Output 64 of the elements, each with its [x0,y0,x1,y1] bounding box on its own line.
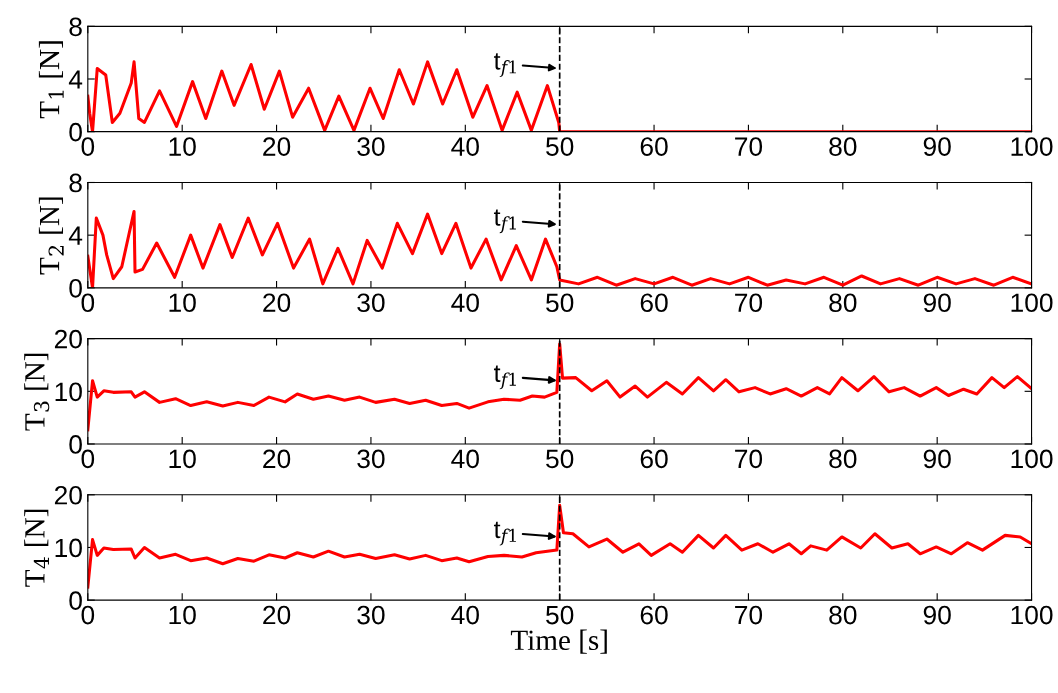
x-tick-label: 20 [263,137,291,156]
x-tick-label: 70 [735,293,763,313]
x-tick-label: 90 [923,605,951,625]
x-tick-label: 30 [357,137,385,156]
x-tick-label: 60 [640,449,668,469]
x-tick-label: 80 [829,449,857,469]
line-series [87,503,1032,589]
y-tick-label: 10 [55,538,82,558]
x-tick-label: 10 [169,605,196,625]
x-tick-label: 100 [1011,137,1053,156]
x-axis-title: Time [s] [510,629,607,654]
y-tick-label: 20 [54,329,82,349]
x-tick-label: 70 [735,137,763,156]
x-tick-label: 40 [451,137,479,156]
x-tick-label: 90 [923,137,951,156]
x-tick-label: 10 [169,293,196,313]
x-tick-label: 50 [546,605,574,625]
x-tick-label: 80 [829,137,857,156]
x-tick-label: 0 [81,137,95,156]
ref-line-label: t$_{f1}$ [493,209,516,234]
x-tick-label: 70 [735,449,763,469]
y-axis-title: T$_{4}$ [N] [24,509,49,587]
y-tick-label: 0 [69,278,82,298]
x-tick-label: 80 [829,605,857,625]
x-tick-label: 60 [640,605,668,625]
x-tick-label: 10 [169,137,196,156]
y-tick-label: 0 [69,591,82,610]
x-tick-label: 90 [923,293,951,313]
x-tick-label: 50 [546,293,574,313]
y-tick-label: 20 [54,485,82,505]
x-tick-label: 30 [357,449,385,469]
y-axis-title: T$_{2}$ [N] [38,197,64,275]
y-axis-title: T$_{3}$ [N] [24,353,50,431]
x-tick-label: 60 [640,137,668,156]
y-tick-label: 0 [69,435,82,454]
x-tick-label: 100 [1011,449,1053,469]
x-tick-label: 40 [451,293,479,313]
x-tick-label: 100 [1011,293,1053,313]
y-tick-label: 8 [69,17,82,37]
x-tick-label: 20 [263,293,291,313]
x-tick-label: 20 [263,449,291,469]
ref-line-label: t$_{f1}$ [493,53,516,77]
x-tick-label: 50 [546,137,574,156]
x-tick-label: 50 [546,449,574,469]
line-series [87,342,1032,432]
x-tick-label: 80 [829,293,857,313]
x-tick-label: 70 [735,605,763,625]
x-tick-label: 60 [640,293,668,313]
x-tick-label: 90 [923,449,951,469]
x-tick-label: 100 [1011,605,1053,625]
y-tick-label: 0 [69,122,82,142]
y-tick-label: 4 [68,70,83,89]
y-tick-label: 10 [55,382,82,402]
ref-line-label: t$_{f1}$ [493,365,516,390]
x-tick-label: 40 [451,449,479,469]
x-tick-label: 40 [451,605,479,625]
x-tick-label: 30 [357,293,385,313]
x-tick-label: 20 [263,605,291,625]
x-tick-label: 10 [169,449,196,469]
ref-line-label: t$_{f1}$ [493,521,516,546]
x-tick-label: 30 [357,605,385,625]
y-axis-title: T$_{1}$ [N] [38,41,64,119]
y-tick-label: 8 [69,173,82,193]
y-tick-label: 4 [68,226,83,245]
